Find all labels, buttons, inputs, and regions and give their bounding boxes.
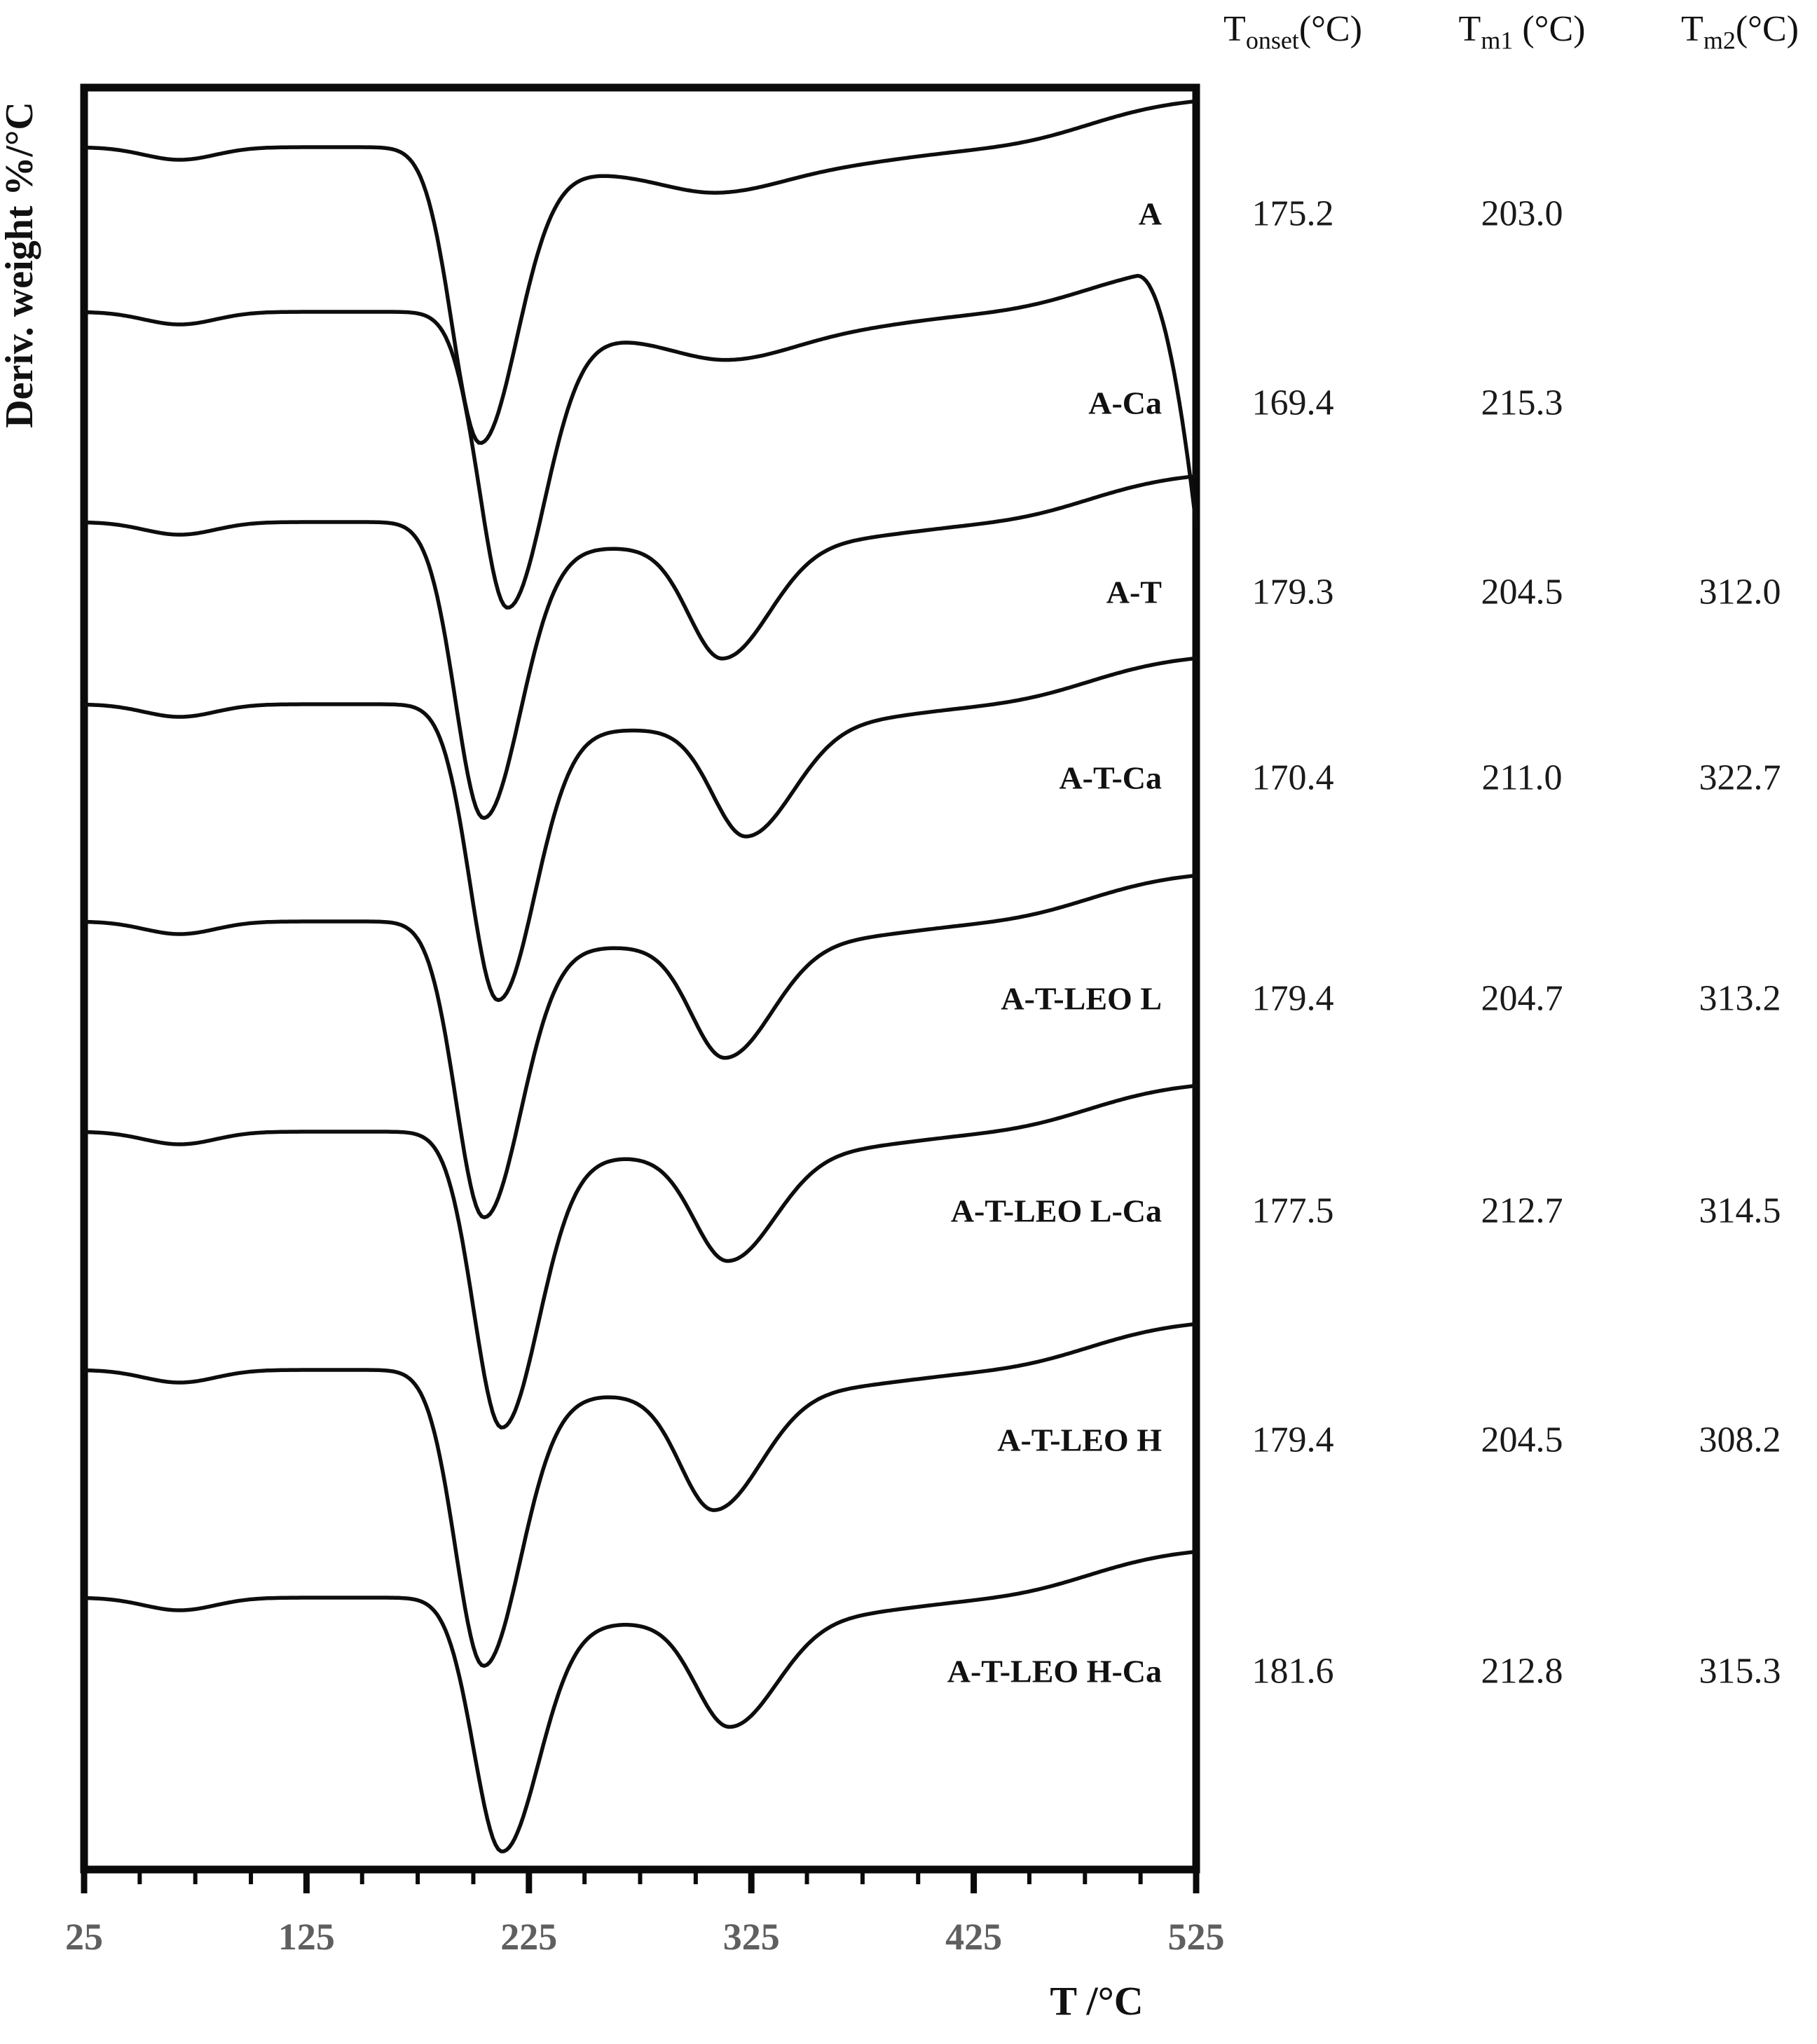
- x-tick-label-25: 25: [65, 1916, 103, 1958]
- x-tick-label-125: 125: [277, 1916, 335, 1958]
- table-value-A-Ca-col2: 215.3: [1481, 383, 1563, 423]
- curve-label-A-T: A-T: [1106, 574, 1162, 610]
- table-value-A-T-LEO L-Ca-col3: 314.5: [1699, 1191, 1781, 1231]
- x-tick-label-225: 225: [500, 1916, 558, 1958]
- curve-label-A-T-Ca: A-T-Ca: [1059, 760, 1162, 796]
- table-value-A-col2: 203.0: [1481, 193, 1563, 234]
- table-value-A-T-LEO H-Ca-col2: 212.8: [1481, 1651, 1563, 1692]
- table-value-A-T-LEO H-Ca-col3: 315.3: [1699, 1651, 1781, 1692]
- table-value-A-T-LEO L-Ca-col1: 177.5: [1252, 1191, 1334, 1231]
- dtg-curve-A-T-Ca: [82, 656, 1198, 1003]
- table-value-A-T-LEO L-col3: 313.2: [1699, 978, 1781, 1019]
- table-value-A-Ca-col1: 169.4: [1252, 383, 1334, 423]
- table-value-A-T-Ca-col1: 170.4: [1252, 757, 1334, 798]
- table-value-A-T-LEO H-col2: 204.5: [1481, 1420, 1563, 1460]
- curve-label-A-T-LEO H-Ca: A-T-LEO H-Ca: [947, 1653, 1162, 1689]
- table-header-onset: Tonset(°C): [1223, 9, 1362, 55]
- table-value-A-col1: 175.2: [1252, 193, 1334, 234]
- x-axis-ticks: [81, 1870, 1200, 1893]
- dtg-curve-A-T-LEO H: [82, 1322, 1198, 1668]
- table-value-A-T-LEO H-Ca-col1: 181.6: [1252, 1651, 1334, 1692]
- table-value-A-T-LEO L-Ca-col2: 212.7: [1481, 1191, 1563, 1231]
- x-tick-label-525: 525: [1167, 1916, 1225, 1958]
- table-header-m2: Tm2(°C): [1681, 9, 1799, 55]
- curve-label-A-T-LEO L-Ca: A-T-LEO L-Ca: [950, 1193, 1162, 1229]
- dtg-curve-A-T-LEO L: [82, 873, 1198, 1220]
- curve-label-A-Ca: A-Ca: [1088, 385, 1162, 421]
- dtg-curve-A-Ca: [82, 273, 1198, 610]
- dtg-curves: [82, 99, 1198, 1853]
- curve-label-A-T-LEO H: A-T-LEO H: [997, 1422, 1162, 1458]
- plot-frame: [80, 83, 1200, 1874]
- table-value-A-T-Ca-col3: 322.7: [1699, 757, 1781, 798]
- y-axis-title: Deriv. weight %/°C: [0, 102, 41, 428]
- table-value-A-T-LEO H-col3: 308.2: [1699, 1420, 1781, 1460]
- table-value-A-T-LEO L-col2: 204.7: [1481, 978, 1563, 1019]
- table-value-A-T-LEO L-col1: 179.4: [1252, 978, 1334, 1019]
- table-value-A-T-col1: 179.3: [1252, 572, 1334, 612]
- table-header-m1: Tm1 (°C): [1458, 9, 1586, 55]
- table-value-A-T-col3: 312.0: [1699, 572, 1781, 612]
- dtg-curve-A-T-LEO H-Ca: [82, 1549, 1198, 1853]
- x-axis-title: T /°C: [1050, 1978, 1144, 2024]
- table-value-A-T-Ca-col2: 211.0: [1481, 757, 1563, 798]
- curve-label-A: A: [1138, 196, 1162, 232]
- curve-label-A-T-LEO L: A-T-LEO L: [1001, 980, 1162, 1017]
- dtg-curve-A: [82, 99, 1198, 445]
- table-value-A-T-col2: 204.5: [1481, 572, 1563, 612]
- dtg-curve-A-T: [82, 474, 1198, 821]
- dtg-curve-A-T-LEO L-Ca: [82, 1083, 1198, 1429]
- x-tick-label-425: 425: [945, 1916, 1003, 1958]
- table-value-A-T-LEO H-col1: 179.4: [1252, 1420, 1334, 1460]
- x-tick-label-325: 325: [722, 1916, 780, 1958]
